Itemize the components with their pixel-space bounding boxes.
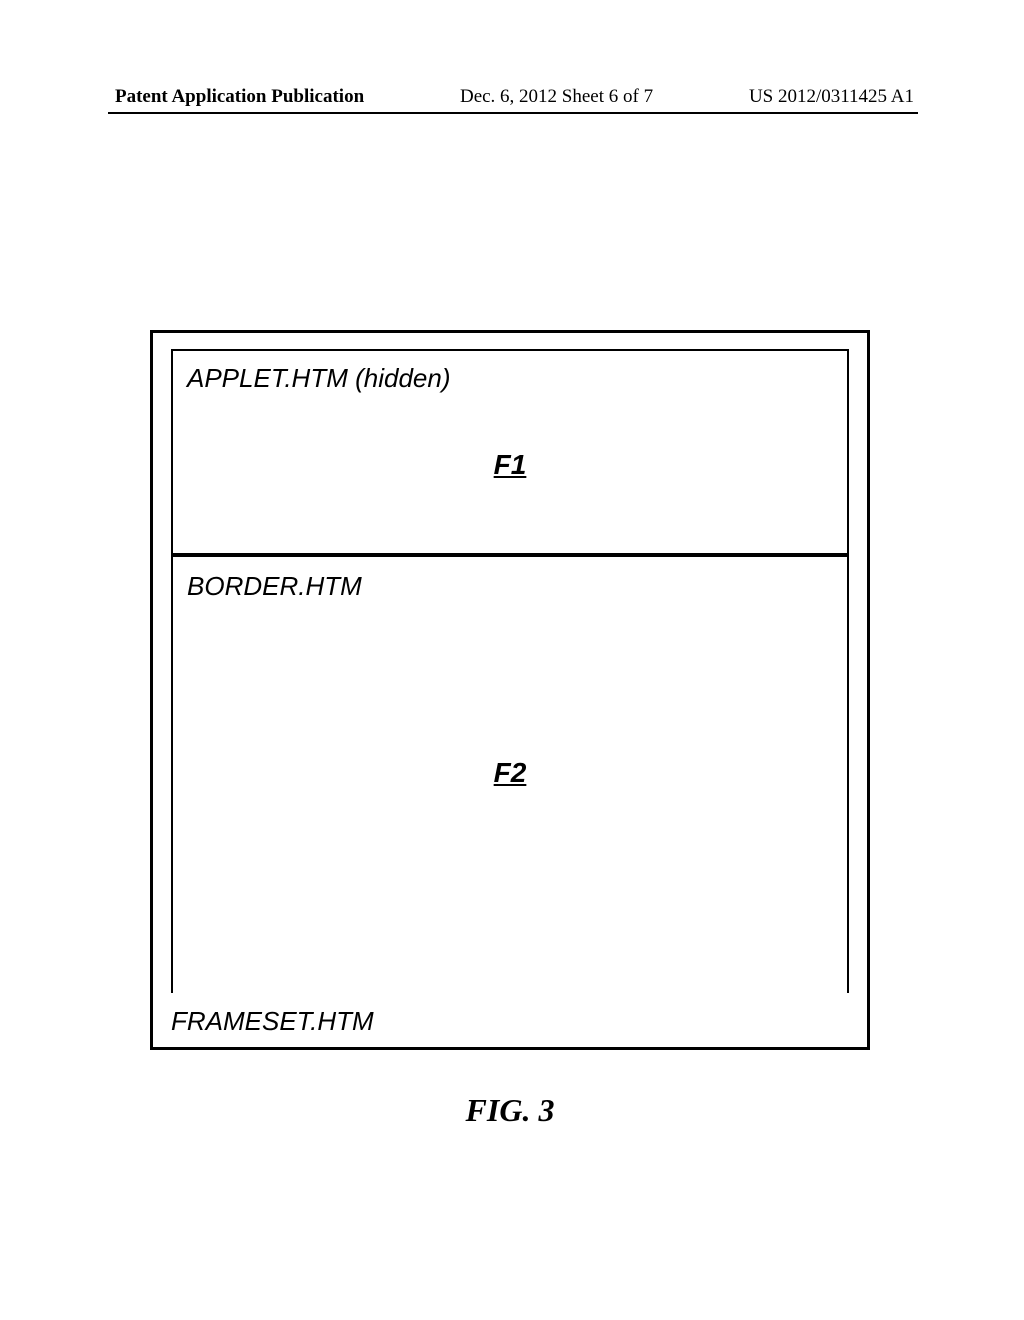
header-publication-number: US 2012/0311425 A1 bbox=[749, 86, 914, 108]
frame-f2-label: BORDER.HTM bbox=[187, 571, 362, 602]
frame-f1-id: F1 bbox=[494, 449, 527, 481]
frame-f2: BORDER.HTM F2 bbox=[171, 555, 849, 993]
header-date-sheet: Dec. 6, 2012 Sheet 6 of 7 bbox=[460, 86, 653, 108]
figure-caption: FIG. 3 bbox=[150, 1092, 870, 1129]
frameset-outer-box: APPLET.HTM (hidden) F1 BORDER.HTM F2 FRA… bbox=[150, 330, 870, 1050]
page-header: Patent Application Publication Dec. 6, 2… bbox=[0, 86, 1024, 108]
frame-f1-label: APPLET.HTM (hidden) bbox=[187, 363, 450, 394]
figure-container: APPLET.HTM (hidden) F1 BORDER.HTM F2 FRA… bbox=[150, 330, 870, 1129]
frame-f1: APPLET.HTM (hidden) F1 bbox=[171, 349, 849, 555]
header-divider bbox=[108, 112, 918, 114]
header-publication-type: Patent Application Publication bbox=[115, 86, 364, 108]
frameset-label: FRAMESET.HTM bbox=[171, 1006, 374, 1037]
frame-f2-id: F2 bbox=[494, 757, 527, 789]
